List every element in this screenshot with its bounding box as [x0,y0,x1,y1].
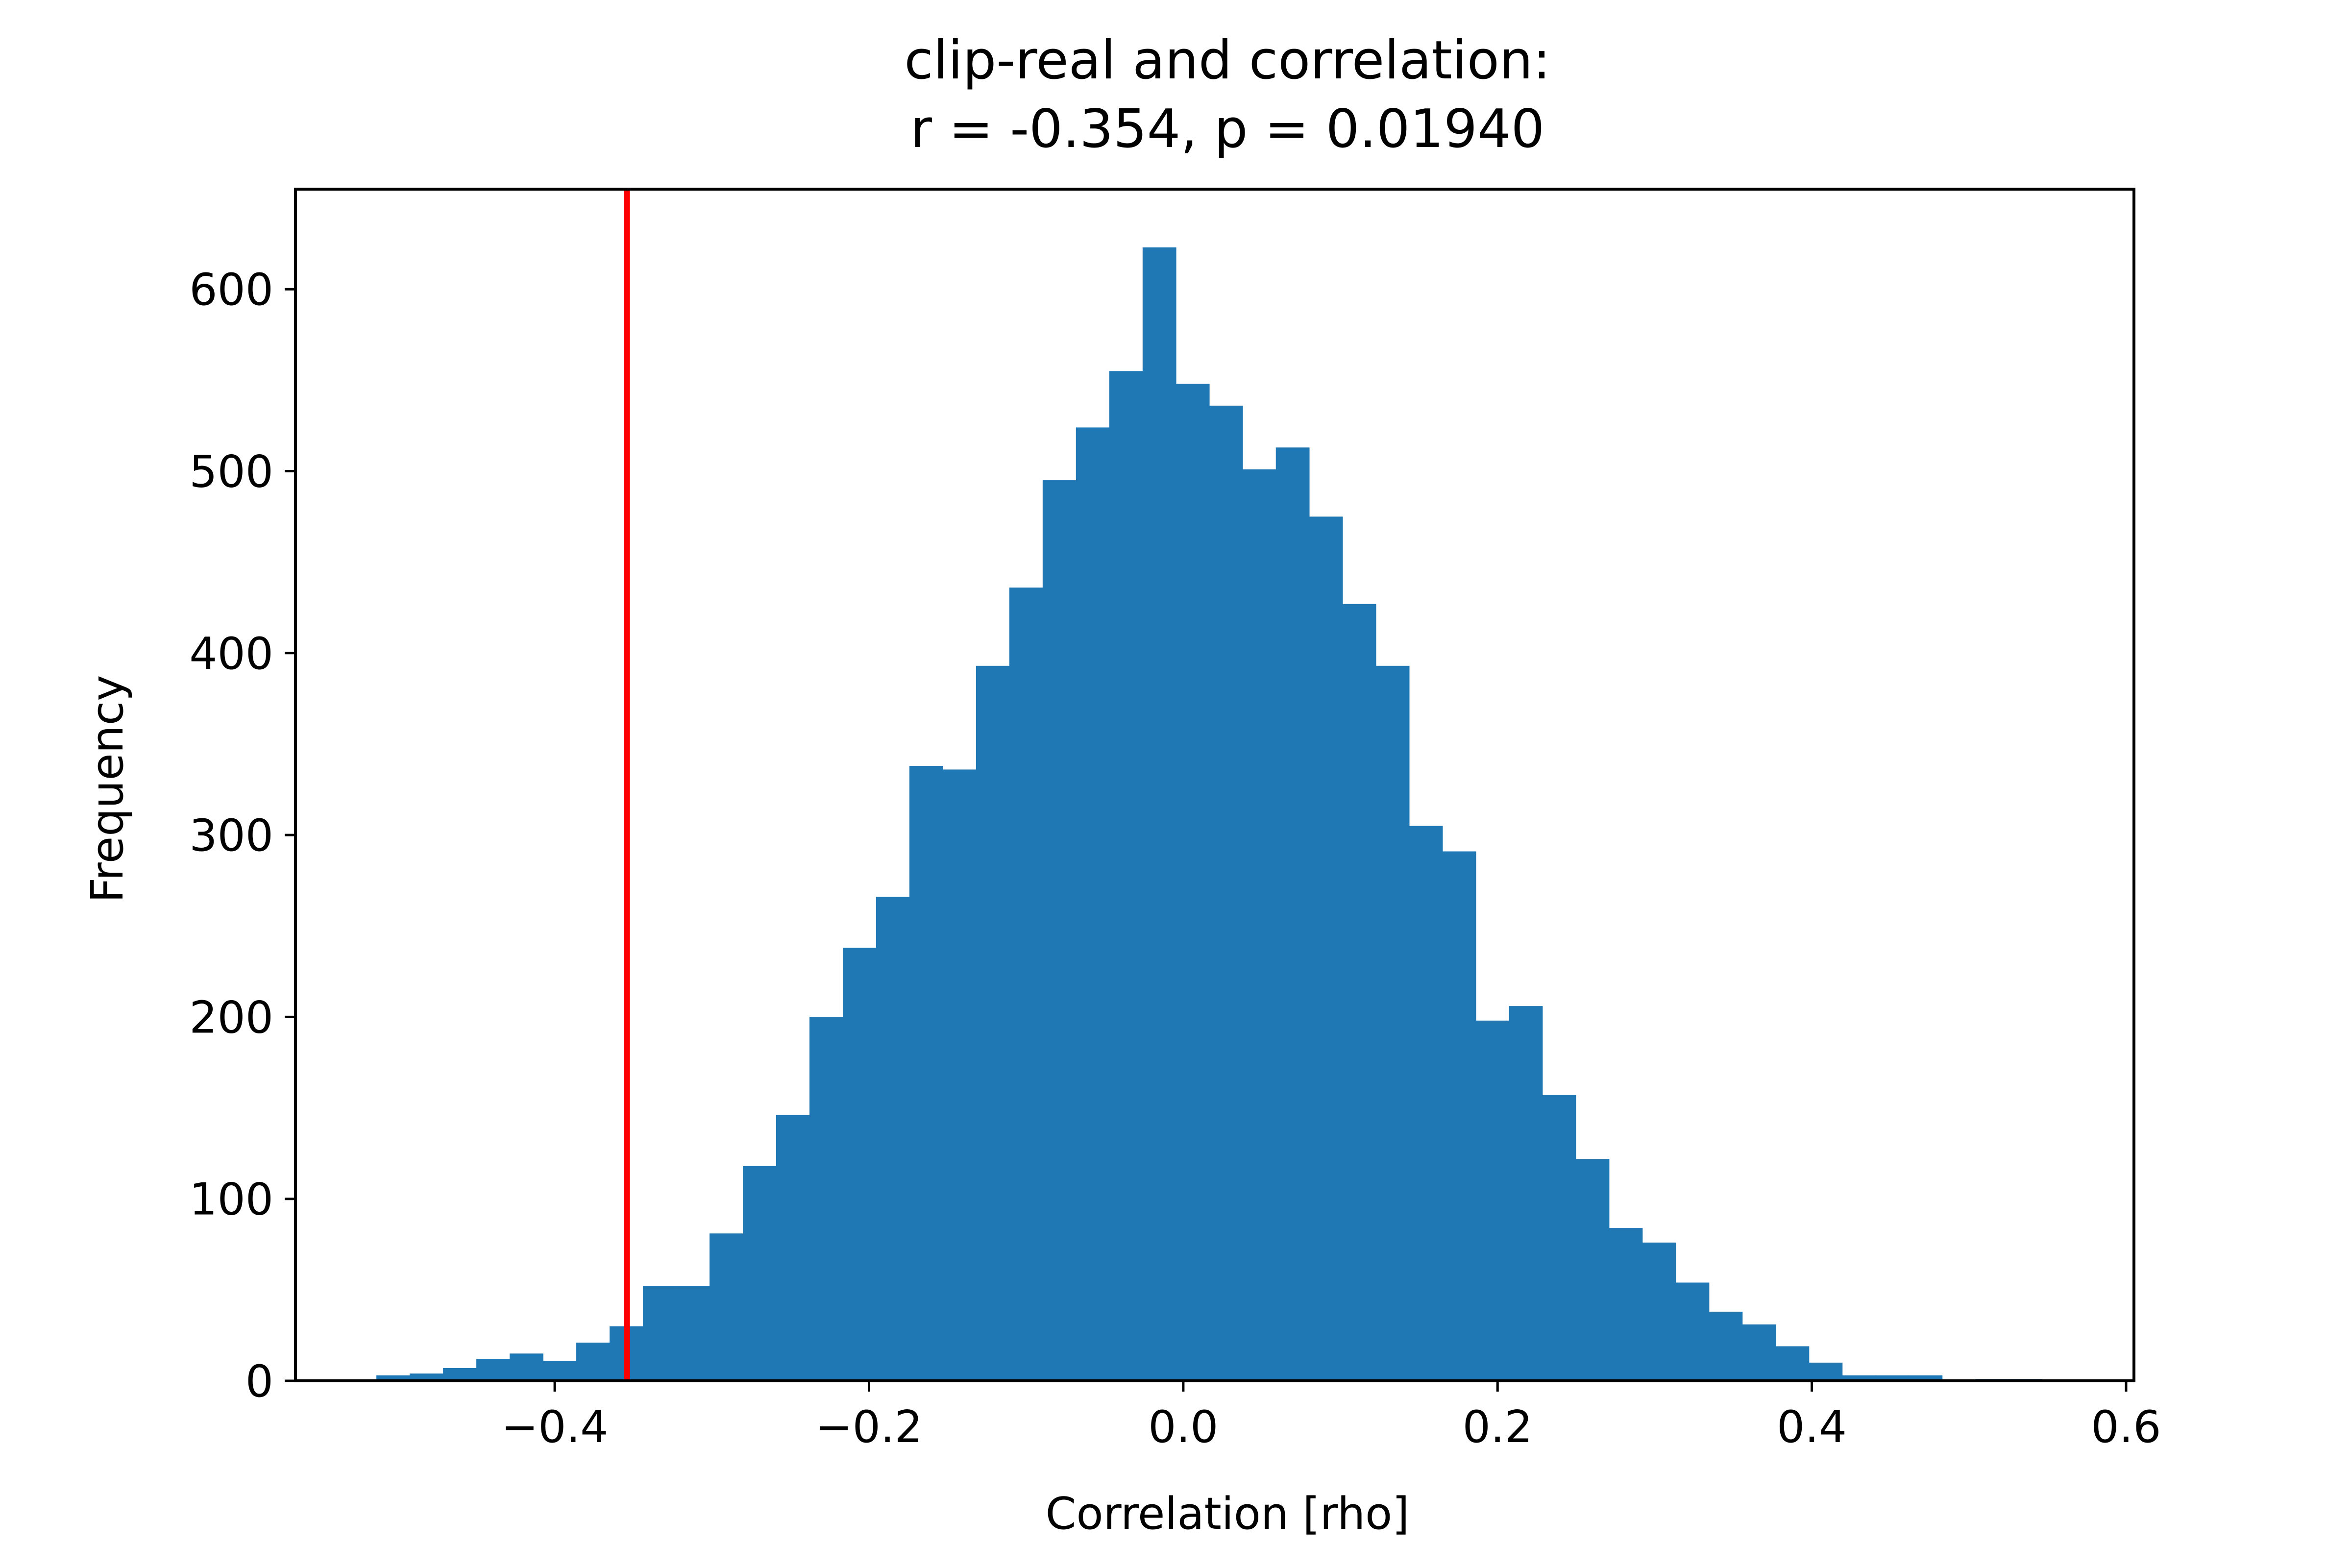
chart-title-line-1: clip-real and correlation: [904,30,1550,91]
y-tick-label: 600 [189,264,273,316]
histogram-bar [1909,1375,1943,1381]
histogram-bar [1309,516,1343,1381]
y-axis-label: Frequency [82,675,133,903]
histogram-bar [776,1115,810,1381]
y-tick-label: 400 [189,628,273,680]
histogram-bar [1742,1324,1776,1381]
histogram-bar [476,1359,510,1381]
histogram-bar [1809,1362,1843,1381]
histogram-bar [909,766,943,1381]
histogram-bar [1076,427,1110,1381]
y-tick-label: 200 [189,992,273,1043]
histogram-bars [376,247,2043,1381]
histogram-bar [1275,447,1310,1381]
histogram-bar [1709,1311,1743,1381]
histogram-bar [543,1361,577,1381]
histogram-bar [710,1233,743,1381]
histogram-bar [1042,480,1077,1381]
histogram-bar [1609,1228,1643,1381]
histogram-bar [809,1017,843,1381]
histogram-bar [842,948,877,1381]
histogram-bar [942,769,977,1381]
x-axis-ticks: −0.4 −0.2 0.0 0.2 0.4 0.6 [501,1381,2161,1453]
histogram-bar [1575,1159,1610,1381]
histogram-bar [1375,665,1410,1381]
histogram-bar [1775,1346,1810,1381]
y-axis-ticks: 0 100 200 300 400 500 600 [189,264,295,1407]
histogram-bar [1642,1242,1676,1381]
histogram-bar [1242,469,1276,1381]
histogram-bar [1875,1375,1910,1381]
histogram-bar [1842,1375,1876,1381]
x-tick-label: 0.0 [1148,1401,1218,1453]
histogram-bar [376,1375,410,1381]
histogram-bar [1409,826,1443,1381]
histogram-bar [876,897,910,1381]
histogram-bar [1109,371,1143,1381]
y-tick-label: 500 [189,446,273,498]
x-tick-label: −0.4 [501,1401,609,1453]
histogram-bar [676,1286,710,1381]
x-tick-label: 0.2 [1463,1401,1533,1453]
histogram-bar [1142,247,1176,1381]
histogram-bar [576,1343,610,1381]
histogram-bar [976,665,1010,1381]
histogram-bar [443,1368,477,1381]
histogram-bar [1675,1282,1710,1381]
histogram-bar [410,1373,443,1381]
histogram-bar [1176,384,1210,1381]
x-tick-label: 0.4 [1777,1401,1847,1453]
x-tick-label: 0.6 [2091,1401,2161,1453]
histogram-bar [1475,1020,1510,1381]
histogram-bar [1442,851,1476,1381]
histogram-bar [1509,1006,1543,1381]
histogram-bar [1342,604,1376,1381]
histogram-bar [1209,405,1243,1381]
y-tick-label: 100 [189,1174,273,1225]
x-axis-label: Correlation [rho] [1046,1488,1410,1540]
histogram-bar [1542,1095,1576,1381]
histogram-bar [510,1353,543,1381]
plot-frame [294,188,2135,1382]
histogram-bar [742,1166,777,1381]
histogram-bar [643,1286,677,1381]
y-tick-label: 300 [189,810,273,861]
x-tick-label: −0.2 [815,1401,923,1453]
histogram-bar [1009,588,1043,1381]
chart-title-line-2: r = -0.354, p = 0.01940 [910,98,1545,160]
y-tick-label: 0 [245,1356,273,1407]
